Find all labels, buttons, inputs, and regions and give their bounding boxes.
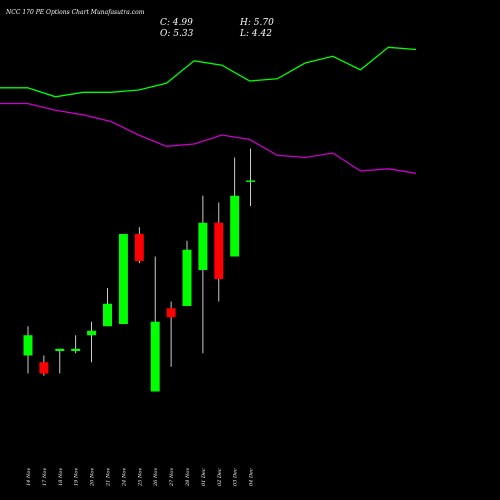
candle-body-down	[214, 222, 224, 279]
open-value: 5.33	[173, 29, 194, 39]
low-label: L:	[240, 29, 250, 39]
x-tick-label: 17 Nov	[42, 468, 48, 486]
low-readout: L: 4.42	[240, 29, 272, 39]
candle-body-up	[71, 348, 81, 351]
open-label: O:	[160, 29, 171, 39]
candle-body-up	[103, 303, 112, 327]
close-label: C:	[160, 18, 170, 28]
x-tick-label: 28 Nov	[185, 468, 191, 487]
candle-body-up	[87, 330, 97, 336]
x-tick-label: 24 Nov	[121, 468, 127, 487]
high-label: H:	[240, 18, 251, 28]
x-tick-label: 19 Nov	[74, 468, 80, 486]
low-value: 4.42	[251, 29, 272, 39]
high-readout: H: 5.70	[240, 18, 274, 28]
candle-body-down	[166, 308, 176, 318]
candle-body-up	[230, 195, 240, 257]
x-tick-label: 04 Dec	[249, 468, 255, 486]
candle-body-up	[182, 249, 192, 306]
x-tick-label: 01 Dec	[201, 468, 207, 486]
close-readout: C: 4.99	[160, 18, 193, 28]
x-tick-label: 03 Dec	[233, 468, 239, 486]
candle-body-up	[55, 348, 65, 351]
chart-title: NCC 170 PE Options Chart Munafasutra.com	[6, 9, 145, 16]
x-tick-label: 20 Nov	[90, 468, 96, 487]
candle-body-down	[134, 234, 144, 261]
x-tick-label: 27 Nov	[169, 468, 175, 487]
x-tick-label: 21 Nov	[106, 468, 112, 487]
x-tick-label: 02 Dec	[217, 468, 223, 486]
high-value: 5.70	[253, 18, 274, 28]
close-value: 4.99	[172, 18, 193, 28]
x-tick-label: 18 Nov	[58, 468, 64, 486]
candle-body-up	[198, 222, 208, 270]
lower-indicator-line	[0, 102, 417, 174]
candle-body-up	[150, 321, 160, 392]
x-tick-label: 26 Nov	[153, 468, 159, 487]
candle-body-up	[246, 180, 256, 182]
candle-body-down	[39, 362, 49, 374]
open-readout: O: 5.33	[160, 29, 193, 39]
upper-indicator-line	[0, 46, 417, 98]
candle-body-up	[23, 335, 33, 356]
candle-body-up	[118, 234, 128, 324]
x-tick-label: 25 Nov	[137, 468, 143, 487]
x-tick-label: 14 Nov	[26, 468, 32, 486]
